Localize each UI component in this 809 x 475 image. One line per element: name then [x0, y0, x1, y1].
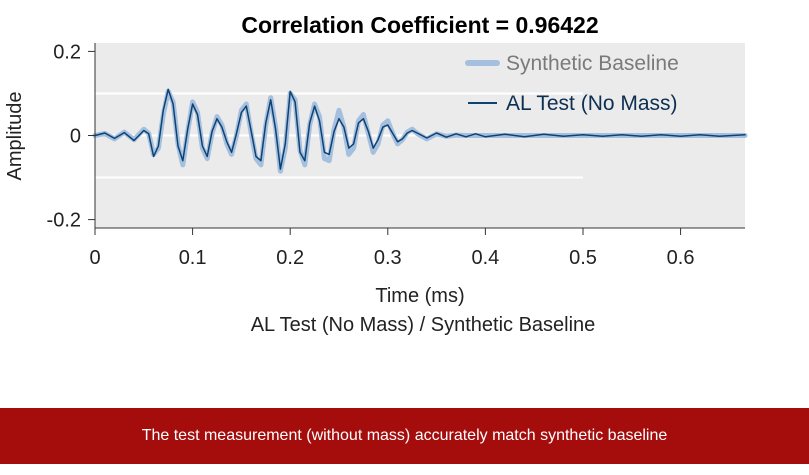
legend: Synthetic Baseline AL Test (No Mass): [465, 52, 679, 115]
chart-title: Correlation Coefficient = 0.96422: [241, 12, 598, 38]
x-tick-label: 0.1: [179, 247, 207, 269]
x-tick-label: 0.2: [276, 247, 304, 269]
x-tick-label: 0.5: [569, 247, 597, 269]
x-tick-label: 0.4: [471, 247, 499, 269]
y-tick-label: 0: [70, 126, 81, 148]
x-tick-label: 0.6: [667, 247, 695, 269]
y-axis-label: Amplitude: [4, 92, 26, 181]
legend-label-synthetic-baseline: Synthetic Baseline: [506, 52, 679, 75]
correlation-chart: 0 0.1 0.2 0.3 0.4 0.5 0.6 0.2 0 -0.2 Correlation …: [4, 12, 748, 307]
y-tick-label: 0.2: [53, 41, 81, 63]
conclusion-banner: The test measurement (without mass) accu…: [0, 408, 809, 464]
x-axis-label: Time (ms): [375, 285, 464, 307]
x-tick-label: 0: [89, 247, 100, 269]
chart-caption: AL Test (No Mass) / Synthetic Baseline: [250, 314, 596, 336]
y-tick-label: -0.2: [47, 210, 81, 232]
series-layer: [92, 88, 748, 174]
conclusion-text: The test measurement (without mass) accu…: [141, 427, 668, 444]
series-al-test: [94, 88, 746, 170]
x-tick-label: 0.3: [374, 247, 402, 269]
axes: 0 0.1 0.2 0.3 0.4 0.5 0.6 0.2 0 -0.2: [47, 41, 745, 269]
legend-label-al-test: AL Test (No Mass): [506, 92, 678, 115]
